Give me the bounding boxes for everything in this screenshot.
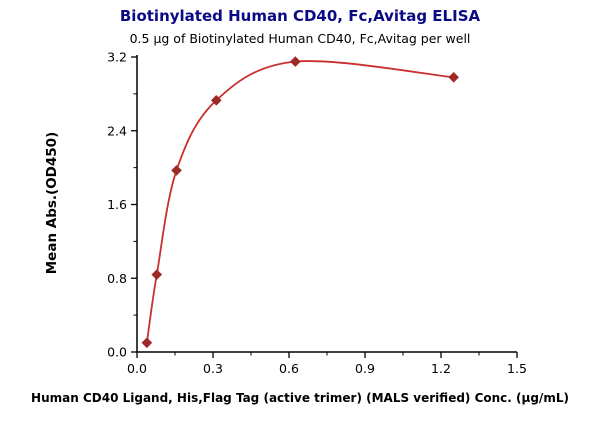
y-tick-label: 1.6 (107, 197, 127, 212)
x-tick-label: 0.9 (355, 361, 375, 376)
y-tick-label: 0.0 (107, 345, 127, 360)
x-tick-label: 1.2 (431, 361, 451, 376)
data-point-marker (290, 56, 301, 67)
data-point-marker (210, 95, 222, 106)
x-axis-label: Human CD40 Ligand, His,Flag Tag (active … (31, 391, 569, 405)
chart-title: Biotinylated Human CD40, Fc,Avitag ELISA (119, 7, 481, 25)
fit-curve (146, 60, 455, 344)
data-point-marker (141, 337, 153, 349)
y-tick-label: 3.2 (107, 50, 127, 65)
data-point-marker (448, 71, 459, 83)
y-tick-label: 0.8 (107, 271, 127, 286)
chart-subtitle: 0.5 μg of Biotinylated Human CD40, Fc,Av… (129, 31, 471, 46)
x-tick-label: 0.6 (279, 361, 299, 376)
y-tick-label: 2.4 (107, 123, 127, 138)
data-point-marker (171, 165, 182, 176)
plot-area: 0.0 0.3 0.6 0.9 1.2 1.5 0.0 0.8 1.6 2.4 3.2 (107, 50, 527, 377)
x-tick-label: 0.0 (127, 361, 147, 376)
data-point-marker (151, 269, 163, 280)
x-tick-label: 1.5 (507, 361, 527, 376)
x-tick-label: 0.3 (203, 361, 223, 376)
